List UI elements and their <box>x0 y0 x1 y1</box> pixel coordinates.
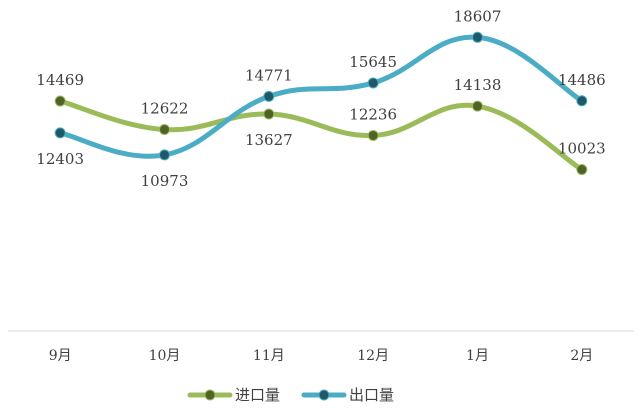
series-1-data-label-6: 10023 <box>558 140 606 158</box>
x-tick-label-5: 1月 <box>466 348 489 364</box>
series-1-marker-6 <box>576 164 588 176</box>
x-tick-label-3: 11月 <box>253 348 285 364</box>
series-line-2 <box>57 34 585 159</box>
legend-marker-swatch <box>318 389 330 401</box>
legend-marker-swatch <box>204 389 216 401</box>
series-1-data-label-4: 12236 <box>349 105 397 123</box>
legend-label: 出口量 <box>349 386 394 404</box>
x-tick-layer: 9月 10月 11月 12月 1月 2月 <box>49 348 594 364</box>
legend: 进口量 出口量 <box>187 386 394 404</box>
series-2-marker-5 <box>472 31 483 43</box>
x-tick-label-4: 12月 <box>357 348 389 364</box>
series-2-marker-1 <box>54 127 66 139</box>
data-label-layer: 14469 12622 13627 12236 14138 10023 12403 10973… <box>36 7 605 190</box>
series-1-marker-3 <box>263 108 275 120</box>
series-1-marker-5 <box>472 100 483 112</box>
series-1-data-label-1: 14469 <box>36 71 84 89</box>
series-line-1 <box>57 98 585 173</box>
series-1-data-label-5: 14138 <box>454 76 502 94</box>
series-1-marker-2 <box>159 124 170 136</box>
legend-label: 进口量 <box>235 386 280 404</box>
series-2-marker-4 <box>367 77 379 89</box>
series-2-data-label-2: 10973 <box>141 172 189 190</box>
series-1-data-label-2: 12622 <box>141 100 189 118</box>
series-1-marker-1 <box>54 95 66 107</box>
series-2-marker-3 <box>263 90 275 102</box>
series-1-marker-4 <box>367 129 379 141</box>
x-tick-label-1: 9月 <box>49 348 72 364</box>
series-2-data-label-4: 15645 <box>349 53 397 71</box>
series-2-data-label-5: 18607 <box>454 7 502 25</box>
series-1-data-label-3: 13627 <box>245 131 293 149</box>
series-2-data-label-6: 14486 <box>558 71 606 89</box>
legend-item-1: 进口量 <box>187 386 280 404</box>
series-2-data-label-1: 12403 <box>36 150 84 168</box>
series-2-marker-2 <box>159 149 170 161</box>
marker-layer <box>54 31 588 176</box>
x-tick-label-2: 10月 <box>149 348 181 364</box>
series-layer <box>57 34 585 173</box>
legend-item-2: 出口量 <box>301 386 394 404</box>
x-tick-label-6: 2月 <box>570 348 593 364</box>
series-2-data-label-3: 14771 <box>245 66 293 84</box>
series-2-marker-6 <box>576 95 588 107</box>
